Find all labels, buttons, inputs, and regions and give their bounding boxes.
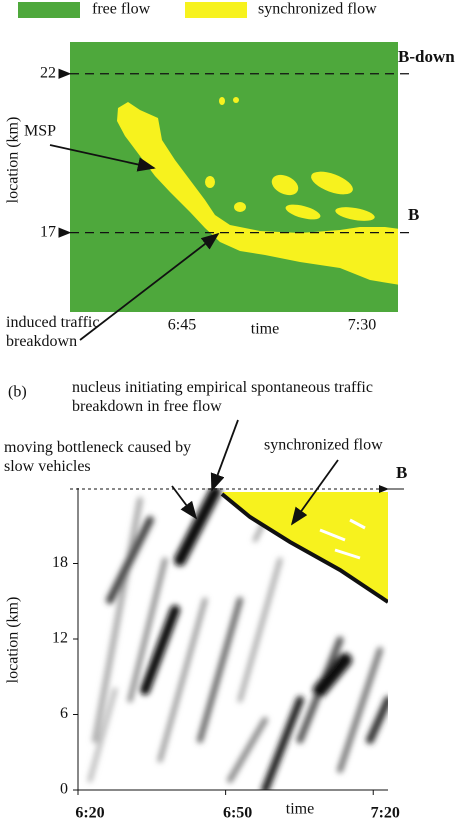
sync-region — [205, 176, 215, 188]
legend-label: free flow — [92, 1, 151, 18]
y-tick-label: 0 — [60, 781, 68, 798]
x-tick-label: 7:20 — [371, 805, 400, 822]
gap — [319, 518, 366, 560]
sync-region — [335, 207, 375, 221]
sync-region — [311, 171, 353, 195]
x-tick-label: 7:30 — [348, 317, 376, 334]
sync-region — [219, 97, 225, 105]
annotation: MSP — [24, 123, 56, 140]
annotation: B — [396, 463, 407, 482]
sync-region — [234, 202, 246, 212]
synchronized-regions — [117, 97, 398, 285]
sync-region — [271, 174, 299, 196]
annotation: moving bottleneck caused by slow vehicle… — [4, 439, 192, 475]
legend-swatch — [185, 2, 247, 18]
annotation: B-down — [398, 47, 455, 66]
sync-region — [285, 204, 321, 220]
legend-swatch — [18, 2, 80, 18]
x-axis-label: time — [251, 321, 279, 338]
panel-b: (b) synchronized flow B time location (k… — [5, 384, 408, 818]
y-axis-label: location (km) — [5, 117, 22, 204]
front — [220, 492, 388, 604]
annotation: synchronized flow — [264, 437, 383, 454]
y-tick-label: 17 — [40, 223, 56, 240]
arrow — [171, 485, 198, 520]
arrow — [79, 232, 220, 341]
legend-label: synchronized flow — [258, 1, 377, 18]
x-axis-label: time — [286, 801, 314, 818]
annotation: B — [408, 205, 419, 224]
y-tick-label: 22 — [40, 64, 56, 81]
panel-a: MSP B-down B time location (km) — [5, 42, 455, 341]
x-tick-label: 6:20 — [75, 805, 104, 822]
sync-region — [233, 97, 239, 103]
x-tick-label: 6:50 — [223, 805, 252, 822]
arrow — [210, 419, 239, 492]
speed-map — [87, 488, 388, 790]
arrow — [290, 459, 339, 526]
panel-label: (b) — [8, 384, 27, 401]
y-tick-label: 12 — [52, 630, 68, 647]
annotation: nucleus initiating empirical spontaneous… — [72, 379, 373, 415]
y-tick-label: 18 — [52, 554, 68, 571]
y-tick-label: 6 — [60, 705, 68, 722]
x-tick-label: 6:45 — [168, 317, 196, 334]
annotation: induced traffic breakdown — [6, 314, 100, 350]
arrow — [49, 144, 156, 172]
sync-region — [117, 102, 398, 285]
y-axis-label: location (km) — [5, 597, 22, 684]
